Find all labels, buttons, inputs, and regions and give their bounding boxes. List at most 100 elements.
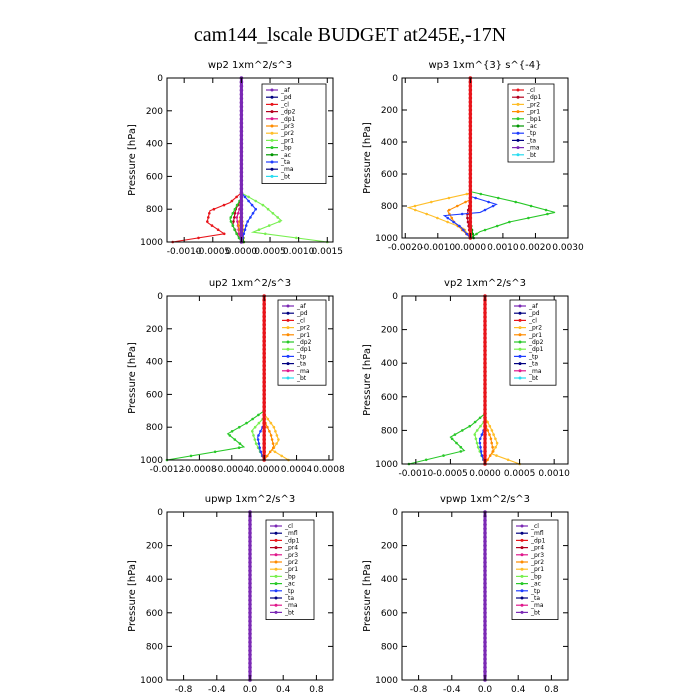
zero-profile-marker (239, 96, 244, 101)
legend-marker (518, 304, 522, 308)
zero-profile-marker (248, 556, 252, 560)
zero-profile-marker (483, 527, 487, 531)
zero-profile-marker (248, 661, 252, 665)
series-marker (237, 236, 241, 240)
zero-profile-marker (262, 441, 266, 446)
y-tick-label: 800 (146, 642, 163, 652)
zero-profile-marker (239, 232, 244, 236)
panel-title: vp2 1xm^2/s^3 (444, 278, 526, 289)
zero-profile-marker (468, 180, 473, 184)
legend-label: _cl (526, 87, 535, 94)
legend-label: _mfl (284, 530, 298, 537)
x-tick-label: -0.0005 (195, 247, 230, 257)
zero-profile-marker (468, 176, 473, 180)
series-marker (259, 450, 263, 454)
zero-profile-marker (483, 627, 487, 632)
zero-profile-marker (483, 411, 487, 416)
legend-label: _pr1 (280, 137, 294, 144)
legend-label: _cl (530, 523, 539, 530)
panel-title: wp2 1xm^2/s^3 (208, 60, 292, 71)
zero-profile-marker (239, 223, 244, 228)
legend-marker (518, 369, 522, 373)
series-marker (277, 438, 280, 441)
chart-panel-3: up2 1xm^2/s^3 Pressure [hPa] 0 200 400 600 800… (127, 278, 345, 475)
zero-profile-marker (483, 428, 487, 433)
legend-marker (520, 538, 524, 542)
zero-profile-marker (239, 219, 244, 224)
series-marker (272, 446, 275, 450)
zero-profile-marker (248, 518, 252, 523)
zero-profile-marker (262, 351, 266, 356)
series-marker (265, 454, 269, 458)
zero-profile-marker (483, 306, 487, 311)
zero-profile-marker (262, 372, 266, 376)
y-tick-label: 0 (157, 508, 163, 518)
legend-label: _bp (284, 573, 296, 580)
legend-label: _ta (280, 159, 290, 166)
x-tick-label: 0.0 (478, 685, 493, 695)
y-tick-label: 800 (146, 423, 163, 433)
series-marker (243, 228, 247, 231)
series-marker (272, 425, 276, 429)
panel-title: wp3 1xm^{3} s^{-4} (428, 60, 541, 71)
legend-marker (516, 153, 520, 157)
series-marker (475, 441, 479, 445)
legend-label: _pr2 (296, 325, 310, 332)
series-marker (252, 434, 255, 437)
zero-profile-marker (483, 661, 487, 665)
series-marker (275, 434, 279, 437)
legend-label: _dp1 (284, 537, 300, 544)
series-marker (245, 421, 248, 425)
zero-profile-marker (239, 137, 244, 142)
legend-label: _ma (284, 602, 298, 609)
legend-marker (518, 354, 522, 358)
series-marker (486, 420, 489, 424)
series-marker (424, 458, 428, 462)
series-marker (244, 224, 248, 227)
legend-label: _ma (530, 602, 544, 609)
y-tick-label: 200 (146, 325, 163, 335)
legend-label: _bp (280, 145, 292, 152)
series-marker (212, 207, 216, 211)
zero-profile-marker (483, 386, 487, 391)
zero-profile-marker (483, 569, 487, 573)
zero-profile-marker (262, 376, 266, 380)
legend-marker (520, 524, 524, 528)
zero-profile-marker (262, 322, 266, 327)
legend-label: _ta (530, 595, 540, 602)
zero-profile-marker (262, 445, 266, 450)
series-marker (473, 433, 477, 436)
zero-profile-marker (483, 531, 487, 535)
zero-profile-marker (483, 361, 487, 366)
legend: _af_pd_cl_dp2_dp1_pr3_pr2_pr1_bp_ac_ta_m… (261, 83, 327, 184)
series-marker (480, 454, 484, 457)
x-tick-label: 0.0010 (283, 247, 315, 257)
legend-label: _pr3 (284, 552, 298, 559)
legend-marker (520, 582, 524, 586)
x-tick-label: 0.0000 (226, 247, 258, 257)
legend-label: _cl (528, 317, 537, 324)
y-axis-label: Pressure [hPa] (127, 124, 138, 196)
legend-marker (270, 160, 274, 164)
legend-marker (274, 610, 278, 614)
series-marker (238, 442, 242, 445)
zero-profile-marker (468, 192, 473, 196)
legend-marker (274, 538, 278, 542)
series-marker (478, 416, 482, 420)
series-marker (254, 199, 257, 203)
zero-profile-marker (483, 522, 487, 527)
y-tick-label: 600 (146, 609, 163, 619)
zero-profile-marker (483, 416, 487, 420)
x-tick-label: 0.0004 (281, 465, 313, 475)
zero-profile-marker (483, 323, 487, 328)
zero-profile-marker (239, 195, 244, 199)
series-marker (488, 424, 492, 428)
legend-label: _pr2 (528, 325, 542, 332)
legend-marker (520, 596, 524, 600)
zero-profile-marker (483, 648, 487, 653)
zero-profile-marker (248, 636, 252, 640)
series-marker (238, 425, 241, 429)
zero-profile-marker (483, 348, 487, 353)
legend-label: _dp2 (296, 339, 312, 346)
